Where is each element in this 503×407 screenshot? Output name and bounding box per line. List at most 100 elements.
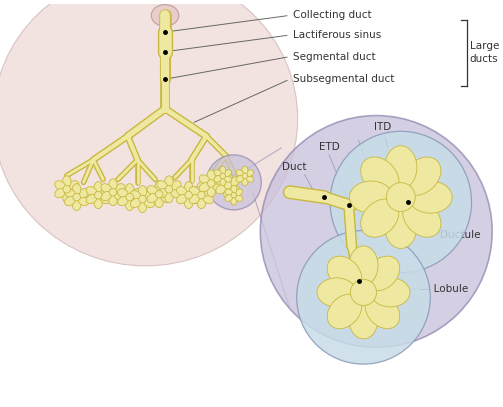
Circle shape: [207, 179, 215, 187]
Ellipse shape: [242, 166, 248, 175]
Ellipse shape: [236, 175, 244, 182]
Circle shape: [297, 230, 430, 364]
Ellipse shape: [199, 183, 210, 192]
Ellipse shape: [207, 186, 215, 197]
Ellipse shape: [114, 184, 125, 193]
Circle shape: [330, 131, 471, 273]
Ellipse shape: [317, 278, 356, 307]
Ellipse shape: [62, 191, 71, 203]
Ellipse shape: [155, 196, 163, 208]
Ellipse shape: [68, 181, 79, 190]
Circle shape: [185, 191, 192, 199]
Ellipse shape: [349, 246, 378, 285]
Ellipse shape: [147, 193, 158, 203]
Ellipse shape: [231, 185, 237, 194]
Circle shape: [224, 182, 232, 189]
Ellipse shape: [365, 294, 400, 329]
Circle shape: [242, 173, 247, 179]
Ellipse shape: [235, 195, 242, 201]
Ellipse shape: [349, 300, 378, 339]
Ellipse shape: [138, 201, 147, 212]
Text: — Lobule: — Lobule: [421, 284, 469, 294]
Circle shape: [261, 116, 492, 348]
Ellipse shape: [62, 176, 71, 187]
Ellipse shape: [101, 191, 112, 201]
Circle shape: [95, 191, 102, 199]
Ellipse shape: [197, 197, 206, 209]
Ellipse shape: [78, 197, 89, 206]
Ellipse shape: [385, 205, 417, 249]
Ellipse shape: [385, 146, 417, 189]
Ellipse shape: [165, 191, 173, 203]
Ellipse shape: [220, 166, 226, 175]
Ellipse shape: [147, 186, 158, 195]
Ellipse shape: [365, 256, 400, 291]
Circle shape: [231, 193, 236, 198]
Ellipse shape: [130, 198, 141, 208]
Ellipse shape: [403, 199, 441, 237]
Ellipse shape: [72, 199, 81, 210]
Ellipse shape: [86, 195, 97, 204]
Ellipse shape: [350, 181, 393, 213]
Circle shape: [63, 186, 70, 193]
Ellipse shape: [118, 197, 128, 206]
Ellipse shape: [64, 197, 75, 206]
Ellipse shape: [224, 188, 232, 199]
Text: Duct: Duct: [283, 162, 307, 172]
Ellipse shape: [224, 172, 232, 183]
Ellipse shape: [214, 170, 222, 177]
Ellipse shape: [109, 194, 117, 206]
Ellipse shape: [190, 187, 201, 196]
Ellipse shape: [213, 183, 223, 192]
Ellipse shape: [151, 4, 179, 26]
Ellipse shape: [361, 157, 399, 195]
Ellipse shape: [235, 189, 242, 196]
Ellipse shape: [94, 182, 103, 193]
Ellipse shape: [403, 157, 441, 195]
Ellipse shape: [144, 198, 154, 208]
Ellipse shape: [157, 181, 167, 190]
Ellipse shape: [100, 187, 110, 196]
Ellipse shape: [214, 175, 222, 182]
Ellipse shape: [203, 187, 213, 196]
Ellipse shape: [361, 199, 399, 237]
Text: Segmental duct: Segmental duct: [293, 52, 375, 61]
Ellipse shape: [246, 175, 254, 182]
Ellipse shape: [72, 184, 81, 195]
Ellipse shape: [131, 197, 142, 206]
Text: ITD: ITD: [375, 123, 392, 147]
Ellipse shape: [242, 177, 248, 186]
Ellipse shape: [225, 195, 233, 201]
Ellipse shape: [229, 177, 240, 186]
Ellipse shape: [55, 188, 65, 198]
Ellipse shape: [171, 188, 181, 198]
Ellipse shape: [409, 181, 452, 213]
Ellipse shape: [114, 191, 125, 201]
Ellipse shape: [171, 181, 181, 190]
Ellipse shape: [216, 185, 226, 194]
Ellipse shape: [189, 187, 200, 196]
Text: Ductule: Ductule: [440, 230, 480, 241]
Ellipse shape: [246, 170, 254, 177]
Ellipse shape: [224, 175, 231, 182]
Circle shape: [206, 155, 262, 210]
Ellipse shape: [371, 278, 410, 307]
Ellipse shape: [327, 256, 362, 291]
Ellipse shape: [86, 187, 97, 196]
Ellipse shape: [144, 190, 154, 200]
Ellipse shape: [138, 186, 147, 197]
Ellipse shape: [100, 195, 110, 204]
Ellipse shape: [190, 195, 201, 204]
Circle shape: [73, 193, 80, 201]
Ellipse shape: [229, 185, 240, 194]
Text: Lactiferous sinus: Lactiferous sinus: [293, 30, 381, 40]
Ellipse shape: [78, 188, 89, 198]
Ellipse shape: [327, 294, 362, 329]
Ellipse shape: [130, 190, 141, 200]
Ellipse shape: [177, 187, 187, 196]
Ellipse shape: [125, 199, 134, 210]
Ellipse shape: [125, 184, 134, 195]
Circle shape: [165, 186, 173, 193]
Ellipse shape: [165, 176, 173, 187]
Circle shape: [386, 183, 415, 212]
